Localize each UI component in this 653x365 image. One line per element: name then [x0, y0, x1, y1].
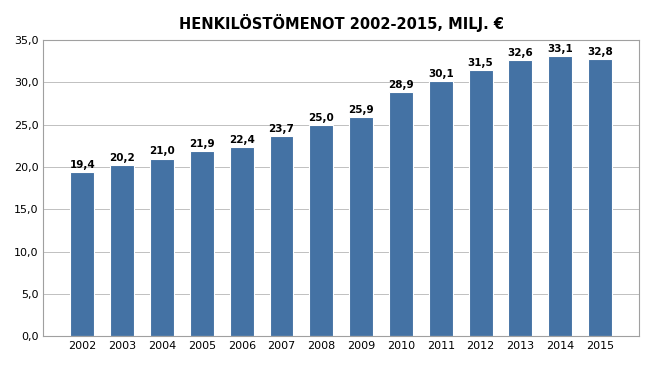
Bar [469, 70, 492, 336]
Bar [588, 59, 612, 336]
Bar [71, 172, 94, 336]
Text: 31,5: 31,5 [468, 58, 494, 68]
Bar [549, 56, 572, 336]
Bar [349, 117, 373, 336]
Text: 19,4: 19,4 [69, 160, 95, 170]
Text: 21,9: 21,9 [189, 139, 215, 149]
Text: 32,6: 32,6 [507, 48, 534, 58]
Title: HENKILÖSTÖMENOT 2002-2015, MILJ. €: HENKILÖSTÖMENOT 2002-2015, MILJ. € [179, 14, 503, 32]
Text: 33,1: 33,1 [547, 44, 573, 54]
Text: 21,0: 21,0 [149, 146, 175, 156]
Text: 32,8: 32,8 [587, 46, 613, 57]
Bar [509, 60, 532, 336]
Bar [230, 147, 253, 336]
Text: 23,7: 23,7 [268, 123, 295, 134]
Bar [110, 165, 134, 336]
Bar [270, 136, 293, 336]
Bar [150, 158, 174, 336]
Bar [429, 81, 453, 336]
Bar [190, 151, 214, 336]
Text: 20,2: 20,2 [109, 153, 135, 163]
Text: 25,9: 25,9 [348, 105, 374, 115]
Bar [389, 92, 413, 336]
Bar [310, 124, 333, 336]
Text: 30,1: 30,1 [428, 69, 454, 79]
Text: 25,0: 25,0 [308, 112, 334, 123]
Text: 22,4: 22,4 [229, 135, 255, 145]
Text: 28,9: 28,9 [388, 80, 414, 89]
